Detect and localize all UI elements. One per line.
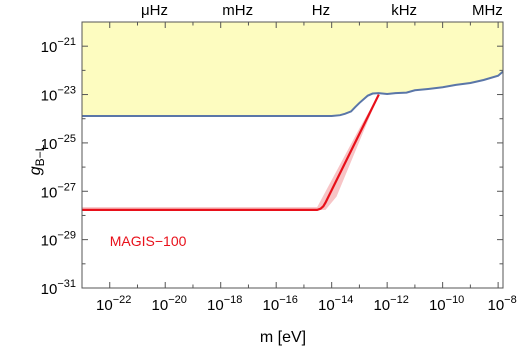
y-tick-label-base: 10 — [41, 281, 58, 298]
series-line-magis-100 — [82, 94, 380, 211]
x-tick-label: 10−10 — [429, 294, 464, 314]
annotations: MAGIS−100 — [110, 233, 187, 249]
x-tick-label-base: 10 — [96, 297, 113, 314]
y-tick-label: 10−27 — [41, 181, 76, 201]
y-tick-label-base: 10 — [41, 88, 58, 105]
x-tick-label-base: 10 — [152, 297, 169, 314]
y-tick-label-base: 10 — [41, 39, 58, 56]
x-tick-label-exponent: −14 — [335, 294, 354, 306]
x-tick-label-base: 10 — [487, 297, 504, 314]
x-tick-label-exponent: −8 — [504, 294, 517, 306]
top-axis-label: Hz — [312, 2, 330, 19]
top-axis-label: mHz — [222, 2, 253, 19]
top-axis-label: kHz — [391, 2, 417, 19]
y-axis-label-main: g — [27, 166, 44, 175]
y-tick-label-base: 10 — [41, 136, 58, 153]
y-tick-label-exponent: −25 — [57, 133, 76, 145]
x-tick-label-base: 10 — [263, 297, 280, 314]
top-axis-label: MHz — [472, 2, 503, 19]
y-tick-label: 10−31 — [41, 278, 76, 298]
y-tick-label: 10−21 — [41, 36, 76, 56]
x-tick-label-exponent: −10 — [446, 294, 465, 306]
y-tick-label-exponent: −23 — [57, 85, 76, 97]
y-tick-label: 10−25 — [41, 133, 76, 153]
x-tick-label-exponent: −18 — [224, 294, 243, 306]
x-tick-label-exponent: −12 — [390, 294, 409, 306]
x-tick-label-base: 10 — [429, 297, 446, 314]
y-tick-label-base: 10 — [41, 184, 58, 201]
x-tick-label: 10−18 — [207, 294, 242, 314]
x-tick-label: 10−14 — [318, 294, 353, 314]
x-tick-label: 10−20 — [152, 294, 187, 314]
y-tick-label-exponent: −21 — [57, 36, 76, 48]
x-tick-label: 10−8 — [487, 294, 516, 314]
x-tick-label: 10−16 — [263, 294, 298, 314]
annotation-magis-100: MAGIS−100 — [110, 233, 187, 249]
chart-series — [82, 94, 380, 211]
x-tick-label-base: 10 — [318, 297, 335, 314]
tick-labels: 10−22 10−20 10−18 10−16 10−14 10−12 10−10 10−81… — [41, 2, 517, 314]
y-axis-label-sub: B−L — [33, 144, 47, 166]
x-tick-label-exponent: −20 — [168, 294, 187, 306]
x-tick-label-exponent: −16 — [279, 294, 298, 306]
axis-ticks — [81, 21, 503, 289]
top-axis-label: μHz — [141, 2, 168, 19]
excluded-region-boundary — [82, 70, 504, 117]
x-tick-label: 10−22 — [96, 294, 131, 314]
y-tick-label: 10−23 — [41, 85, 76, 105]
x-tick-label-base: 10 — [373, 297, 390, 314]
y-tick-label-exponent: −29 — [57, 230, 76, 242]
y-axis-label: gB−L — [27, 144, 47, 175]
plot-frame — [81, 21, 504, 289]
y-tick-label-base: 10 — [41, 233, 58, 250]
x-tick-label: 10−12 — [373, 294, 408, 314]
excluded-region — [82, 22, 503, 116]
y-tick-label-exponent: −27 — [57, 181, 76, 193]
x-tick-label-exponent: −22 — [113, 294, 132, 306]
x-axis-label: m [eV] — [260, 329, 306, 346]
chart-regions — [82, 22, 504, 210]
y-tick-label: 10−29 — [41, 230, 76, 250]
x-tick-label-base: 10 — [207, 297, 224, 314]
y-tick-label-exponent: −31 — [57, 278, 76, 290]
